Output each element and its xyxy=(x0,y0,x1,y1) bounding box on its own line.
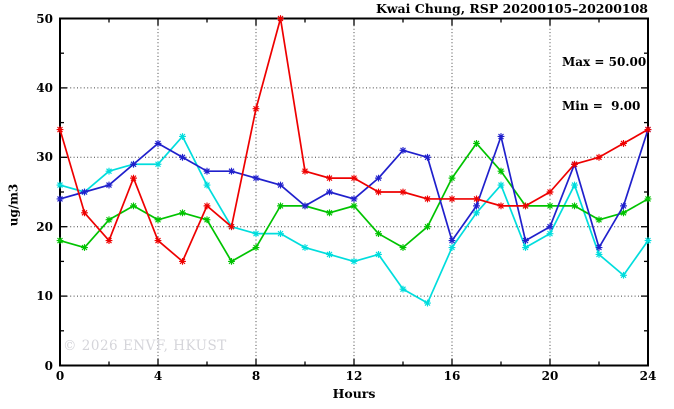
x-tick-label: 16 xyxy=(443,369,461,383)
x-tick-label: 12 xyxy=(345,369,363,383)
y-tick-label: 0 xyxy=(44,358,53,373)
y-tick-label: 50 xyxy=(36,11,53,26)
max-value-label: Max = 50.00 xyxy=(562,55,647,69)
watermark: © 2026 ENVF, HKUST xyxy=(63,338,227,354)
x-axis-label: Hours xyxy=(332,386,376,401)
x-tick-label: 4 xyxy=(153,369,163,383)
y-tick-label: 30 xyxy=(36,150,53,165)
x-tick-label: 24 xyxy=(639,369,657,383)
max-min-annotation: Max = 50.00 Min = 9.00 xyxy=(562,26,646,142)
x-tick-label: 20 xyxy=(541,369,559,383)
min-value-label: Min = 9.00 xyxy=(562,98,641,113)
y-tick-label: 20 xyxy=(36,219,53,234)
y-tick-label: 10 xyxy=(36,289,53,304)
y-tick-label: 40 xyxy=(36,80,53,95)
chart-title: Kwai Chung, RSP 20200105–20200108 xyxy=(375,1,648,16)
x-tick-label: 8 xyxy=(251,369,261,383)
x-tick-label: 0 xyxy=(55,369,65,383)
